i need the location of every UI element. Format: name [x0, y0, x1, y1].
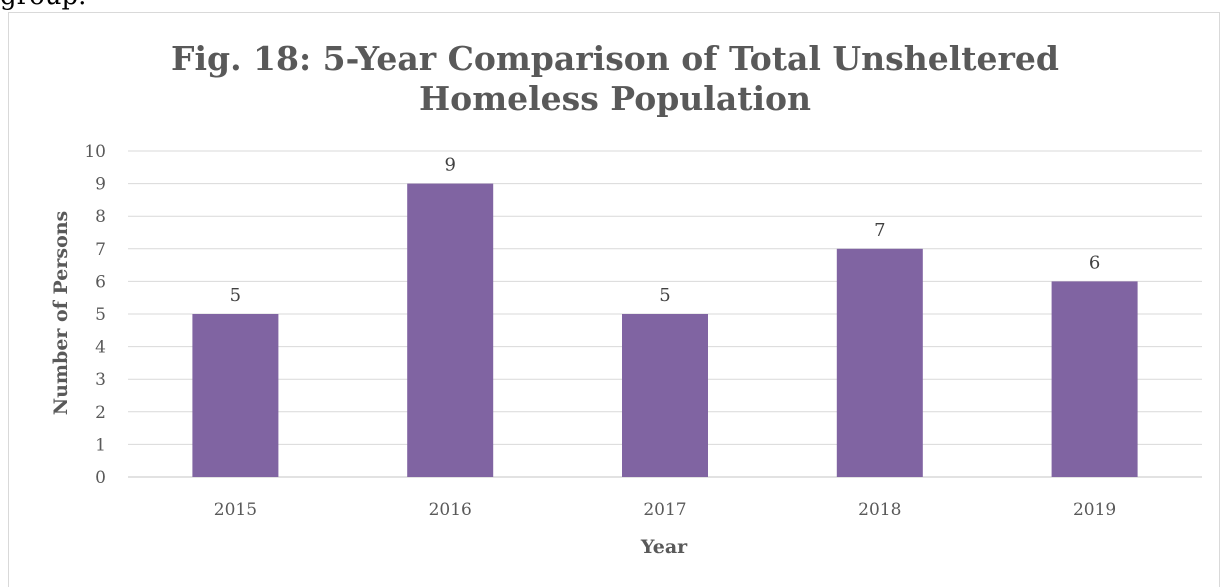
y-tick-label: 3 [95, 370, 106, 390]
x-axis-ticks: 2015 2016 2017 2018 2019 [214, 500, 1116, 520]
bar-2019 [1051, 281, 1138, 477]
x-axis-title: Year [640, 536, 688, 558]
page-top-text: group. [0, 0, 86, 11]
bar-2016 [407, 183, 494, 477]
y-tick-label: 0 [95, 468, 106, 488]
y-tick-label: 1 [95, 435, 106, 455]
y-axis-ticks: 0 1 2 3 4 5 6 7 8 9 10 [84, 142, 106, 488]
x-tick-label-2016: 2016 [429, 500, 472, 520]
chart-title-line-1: Fig. 18: 5-Year Comparison of Total Unsh… [171, 39, 1059, 78]
data-label-2019: 6 [1089, 252, 1100, 273]
bars [192, 183, 1138, 477]
data-labels: 5 9 5 7 6 [230, 155, 1101, 306]
chart-title: Fig. 18: 5-Year Comparison of Total Unsh… [171, 39, 1059, 118]
chart-area [8, 12, 1220, 587]
bar-2015 [192, 314, 279, 477]
data-label-2016: 9 [444, 155, 455, 176]
y-tick-label: 5 [95, 305, 106, 325]
y-axis-title: Number of Persons [50, 211, 72, 416]
x-tick-label-2015: 2015 [214, 500, 257, 520]
data-label-2018: 7 [874, 220, 885, 241]
y-tick-label: 4 [95, 338, 106, 358]
x-tick-label-2019: 2019 [1073, 500, 1116, 520]
y-tick-label: 6 [95, 272, 106, 292]
data-label-2017: 5 [659, 285, 670, 306]
x-tick-label-2018: 2018 [858, 500, 901, 520]
data-label-2015: 5 [230, 285, 241, 306]
bar-2017 [622, 314, 708, 477]
y-tick-label: 2 [95, 403, 106, 423]
chart-title-line-2: Homeless Population [419, 79, 811, 118]
y-tick-label: 10 [84, 142, 106, 162]
x-tick-label-2017: 2017 [643, 500, 686, 520]
y-tick-label: 8 [95, 207, 106, 227]
y-tick-label: 7 [95, 240, 106, 260]
gridlines [128, 150, 1202, 478]
bar-2018 [836, 248, 923, 477]
y-tick-label: 9 [95, 175, 106, 195]
